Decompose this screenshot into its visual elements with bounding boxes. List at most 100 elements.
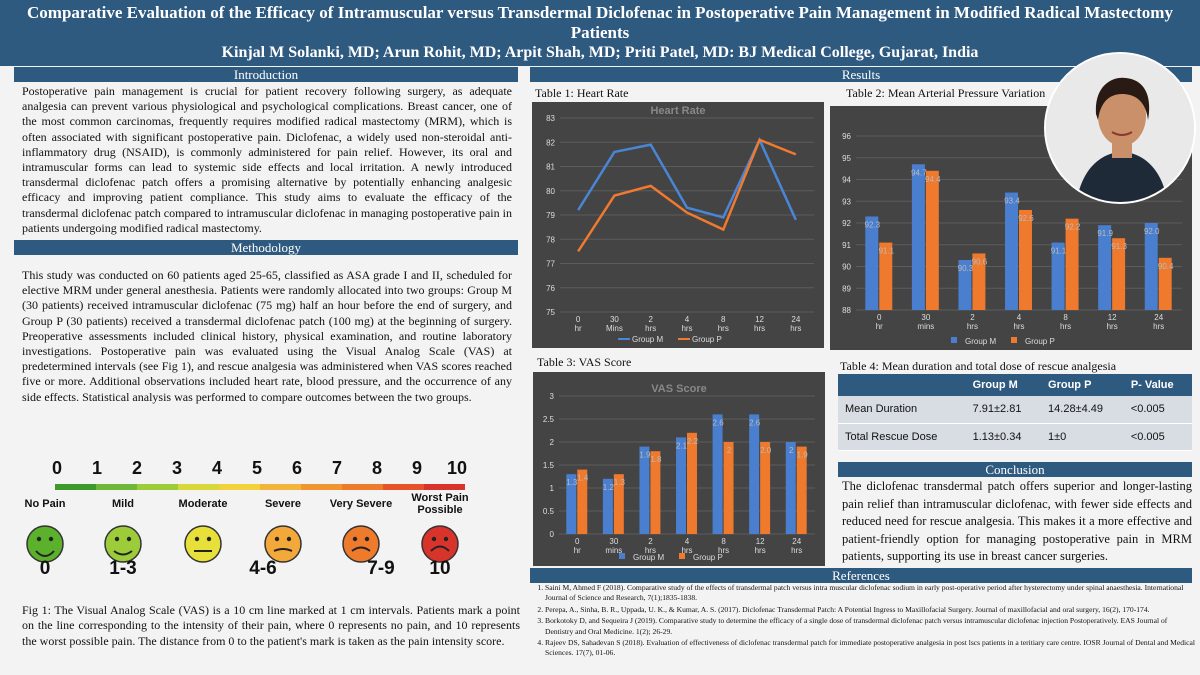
x-tick-label: mins xyxy=(605,546,622,555)
y-tick-label: 92 xyxy=(842,219,851,228)
data-label: 92.2 xyxy=(1065,223,1081,232)
chart-title: Heart Rate xyxy=(650,105,705,117)
data-label: 92.6 xyxy=(1018,214,1034,223)
bar xyxy=(1005,192,1018,310)
methodology-text: This study was conducted on 60 patients … xyxy=(22,268,512,404)
data-label: 94.4 xyxy=(925,175,941,184)
vas-number: 1 xyxy=(92,458,103,478)
x-tick-label: 2 xyxy=(648,315,653,324)
heart-rate-chart: Heart Rate7576777879808182830hr30Mins2hr… xyxy=(532,102,824,348)
legend-label: Group M xyxy=(633,553,664,562)
x-tick-label: hrs xyxy=(718,324,729,333)
table-cell: <0.005 xyxy=(1123,396,1192,424)
bar xyxy=(911,164,925,310)
bar xyxy=(879,242,893,310)
x-tick-label: 24 xyxy=(1154,313,1163,322)
data-label: 1.3 xyxy=(614,478,626,487)
x-tick-label: 12 xyxy=(755,315,764,324)
vas-range-label: 10 xyxy=(429,558,451,579)
data-label: 93.4 xyxy=(1004,197,1020,206)
data-label: 90.4 xyxy=(1158,262,1174,271)
y-tick-label: 2.5 xyxy=(543,415,555,424)
bar xyxy=(1051,242,1065,310)
vas-number: 2 xyxy=(132,458,143,478)
x-tick-label: hr xyxy=(574,546,581,555)
table-cell: 7.91±2.81 xyxy=(965,396,1042,424)
table-cell: Mean Duration xyxy=(838,396,966,424)
vas-category-label: No Pain xyxy=(24,498,66,510)
x-tick-label: hrs xyxy=(754,324,765,333)
presenter-photo xyxy=(1044,52,1196,204)
table-cell: <0.005 xyxy=(1123,423,1192,451)
x-tick-label: 0 xyxy=(575,537,580,546)
table-header-cell: Group P xyxy=(1041,374,1124,396)
x-tick-label: 0 xyxy=(576,315,581,324)
table-header-cell: Group M xyxy=(965,374,1042,396)
vas-category-label: Severe xyxy=(264,498,302,510)
legend-swatch xyxy=(679,553,685,559)
series-line xyxy=(577,136,797,221)
bar xyxy=(749,414,760,534)
x-tick-label: 4 xyxy=(685,315,690,324)
x-tick-label: 24 xyxy=(792,537,801,546)
vas-number: 10 xyxy=(447,458,468,478)
vas-range-label: 7-9 xyxy=(367,558,395,579)
bar xyxy=(577,469,588,534)
legend-swatch xyxy=(1011,337,1017,343)
x-tick-label: 24 xyxy=(791,315,800,324)
vas-face-icon xyxy=(184,525,222,563)
bar xyxy=(676,437,686,534)
vas-score-chart: VAS Score00.511.522.530hr30mins2hrs4hrs8… xyxy=(533,372,825,566)
vas-bar-segment xyxy=(342,484,383,490)
vas-face-icon xyxy=(104,525,142,563)
x-tick-label: 12 xyxy=(756,537,765,546)
legend-label: Group P xyxy=(1025,337,1055,346)
y-tick-label: 1 xyxy=(550,484,555,493)
vas-range-label: 0 xyxy=(39,558,51,579)
data-label: 2.2 xyxy=(687,437,699,446)
vas-bar-segment xyxy=(137,484,178,490)
legend-swatch xyxy=(951,337,957,343)
x-tick-label: 8 xyxy=(721,537,726,546)
y-tick-label: 79 xyxy=(546,211,555,220)
x-tick-label: hrs xyxy=(681,546,692,555)
y-tick-label: 3 xyxy=(550,392,555,401)
y-tick-label: 81 xyxy=(546,163,555,172)
x-tick-label: 8 xyxy=(1063,313,1068,322)
legend-label: Group M xyxy=(632,335,663,344)
vas-category-label: Worst Pain Possible xyxy=(411,492,469,516)
section-results: Results xyxy=(530,67,1192,82)
poster-header: Comparative Evaluation of the Efficacy o… xyxy=(0,0,1200,66)
x-tick-label: hrs xyxy=(755,546,766,555)
vas-number: 6 xyxy=(292,458,303,478)
vas-number: 0 xyxy=(52,458,63,478)
series-line xyxy=(577,138,797,253)
x-tick-label: hr xyxy=(575,324,582,333)
table-cell: 1.13±0.34 xyxy=(965,423,1042,451)
x-tick-label: hrs xyxy=(718,546,729,555)
bar xyxy=(865,216,879,310)
data-label: 2.6 xyxy=(713,418,725,427)
data-label: 91.9 xyxy=(1097,229,1113,238)
vas-number: 9 xyxy=(412,458,423,478)
vas-number: 8 xyxy=(372,458,383,478)
y-tick-label: 96 xyxy=(842,132,851,141)
x-tick-label: mins xyxy=(917,322,934,331)
y-tick-label: 95 xyxy=(842,154,851,163)
table-header-row: Group M Group P P- Value xyxy=(838,374,1192,396)
y-tick-label: 1.5 xyxy=(543,461,555,470)
y-tick-label: 93 xyxy=(842,197,851,206)
data-label: 91.1 xyxy=(878,247,894,256)
table-cell: 14.28±4.49 xyxy=(1041,396,1124,424)
introduction-text: Postoperative pain management is crucial… xyxy=(22,84,512,235)
vas-bar-segment xyxy=(96,484,137,490)
section-introduction: Introduction xyxy=(14,67,518,82)
data-label: 94.7 xyxy=(911,168,927,177)
bar xyxy=(712,414,723,534)
x-tick-label: hrs xyxy=(645,546,656,555)
x-tick-label: hrs xyxy=(1153,322,1164,331)
data-label: 1.8 xyxy=(650,455,662,464)
table-row: Mean Duration 7.91±2.81 14.28±4.49 <0.00… xyxy=(838,396,1192,424)
x-tick-label: hrs xyxy=(1107,322,1118,331)
poster-authors: Kinjal M Solanki, MD; Arun Rohit, MD; Ar… xyxy=(221,44,979,61)
